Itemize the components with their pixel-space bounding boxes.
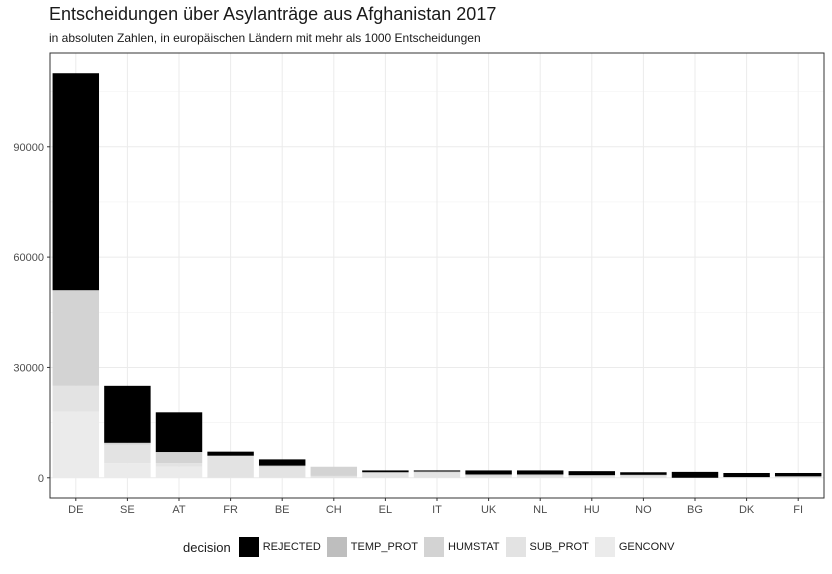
- x-tick-label: FR: [223, 504, 238, 516]
- bar-nl-humstat: [516, 474, 564, 476]
- bar-nl-sub-prot: [516, 475, 564, 478]
- legend-key: [326, 537, 347, 557]
- bar-de-genconv: [52, 411, 100, 478]
- x-tick-label: NL: [533, 504, 547, 516]
- bar-fi-humstat: [774, 476, 822, 478]
- legend: decision REJECTED TEMP_PROT HUMSTAT SUB_PRO…: [183, 536, 680, 558]
- legend-title: decision: [183, 539, 231, 555]
- bar-fi-sub-prot: [774, 477, 822, 478]
- chart-subtitle: in absoluten Zahlen, in europäischen Län…: [49, 31, 481, 45]
- bar-uk-rejected: [465, 470, 512, 475]
- legend-item-humstat: HUMSTAT: [424, 537, 500, 557]
- bar-no-rejected: [620, 472, 667, 475]
- bar-it-humstat: [413, 471, 461, 473]
- bar-dk-humstat: [723, 477, 770, 478]
- x-tick-label: HU: [584, 504, 600, 516]
- legend-label: GENCONV: [618, 541, 675, 553]
- x-tick-label: BE: [275, 504, 290, 516]
- x-tick-label: IT: [432, 504, 442, 516]
- bar-at-rejected: [155, 412, 203, 453]
- bar-no-sub-prot: [620, 475, 667, 478]
- legend-item-genconv: GENCONV: [594, 537, 675, 557]
- y-tick-label: 0: [38, 473, 44, 485]
- legend-label: TEMP_PROT: [350, 541, 418, 553]
- bar-no-humstat: [620, 474, 667, 476]
- bar-at-humstat: [155, 452, 203, 464]
- y-tick-label: 30000: [13, 362, 44, 374]
- x-tick-label: DK: [739, 504, 755, 516]
- bar-nl-rejected: [516, 470, 564, 475]
- bar-uk-humstat: [465, 474, 512, 476]
- bar-el-rejected: [362, 470, 409, 473]
- bar-at-sub-prot: [155, 463, 203, 467]
- bar-hu-sub-prot: [568, 475, 616, 478]
- legend-key: [505, 537, 526, 557]
- legend-key: [424, 537, 444, 557]
- chart-title: Entscheidungen über Asylanträge aus Afgh…: [49, 4, 497, 24]
- bar-bg-rejected: [671, 471, 719, 478]
- bar-ch-sub-prot: [310, 475, 358, 478]
- x-tick-label: NO: [635, 504, 652, 516]
- y-tick-label: 90000: [13, 142, 44, 154]
- legend-label: HUMSTAT: [448, 541, 500, 553]
- y-tick-label: 60000: [13, 252, 44, 264]
- legend-item-rejected: REJECTED: [238, 537, 321, 557]
- bar-se-sub-prot: [104, 444, 151, 464]
- bar-se-genconv: [104, 463, 151, 478]
- bar-el-sub-prot: [362, 472, 409, 478]
- bar-se-rejected: [104, 385, 151, 443]
- bar-be-sub-prot: [258, 466, 306, 478]
- x-tick-label: UK: [481, 504, 497, 516]
- x-tick-label: BG: [687, 504, 703, 516]
- x-tick-label: CH: [326, 504, 342, 516]
- bar-be-humstat: [258, 465, 306, 467]
- bar-uk-sub-prot: [465, 475, 512, 478]
- bar-de-sub-prot: [52, 385, 100, 412]
- bar-de-rejected: [52, 73, 100, 291]
- bar-it-rejected: [413, 470, 461, 472]
- bar-it-sub-prot: [413, 472, 461, 478]
- bar-dk-rejected: [723, 472, 770, 478]
- x-tick-label: DE: [68, 504, 83, 516]
- legend-item-sub-prot: SUB_PROT: [505, 537, 589, 557]
- legend-item-temp-prot: TEMP_PROT: [326, 537, 418, 557]
- bar-be-rejected: [258, 459, 306, 466]
- bar-fr-sub-prot: [207, 455, 254, 478]
- x-tick-label: SE: [120, 504, 135, 516]
- bar-fr-rejected: [207, 451, 254, 456]
- bar-se-humstat: [104, 442, 151, 445]
- x-tick-label: FI: [793, 504, 803, 516]
- legend-label: SUB_PROT: [529, 541, 589, 553]
- bar-fi-rejected: [774, 472, 822, 477]
- legend-key: [594, 537, 615, 557]
- bar-hu-rejected: [568, 471, 616, 476]
- legend-key: [238, 537, 259, 557]
- legend-label: REJECTED: [262, 541, 321, 553]
- bar-de-humstat: [52, 290, 100, 386]
- bar-ch-humstat: [310, 466, 358, 476]
- x-tick-label: EL: [379, 504, 392, 516]
- bar-at-genconv: [155, 466, 203, 478]
- x-tick-label: AT: [172, 504, 186, 516]
